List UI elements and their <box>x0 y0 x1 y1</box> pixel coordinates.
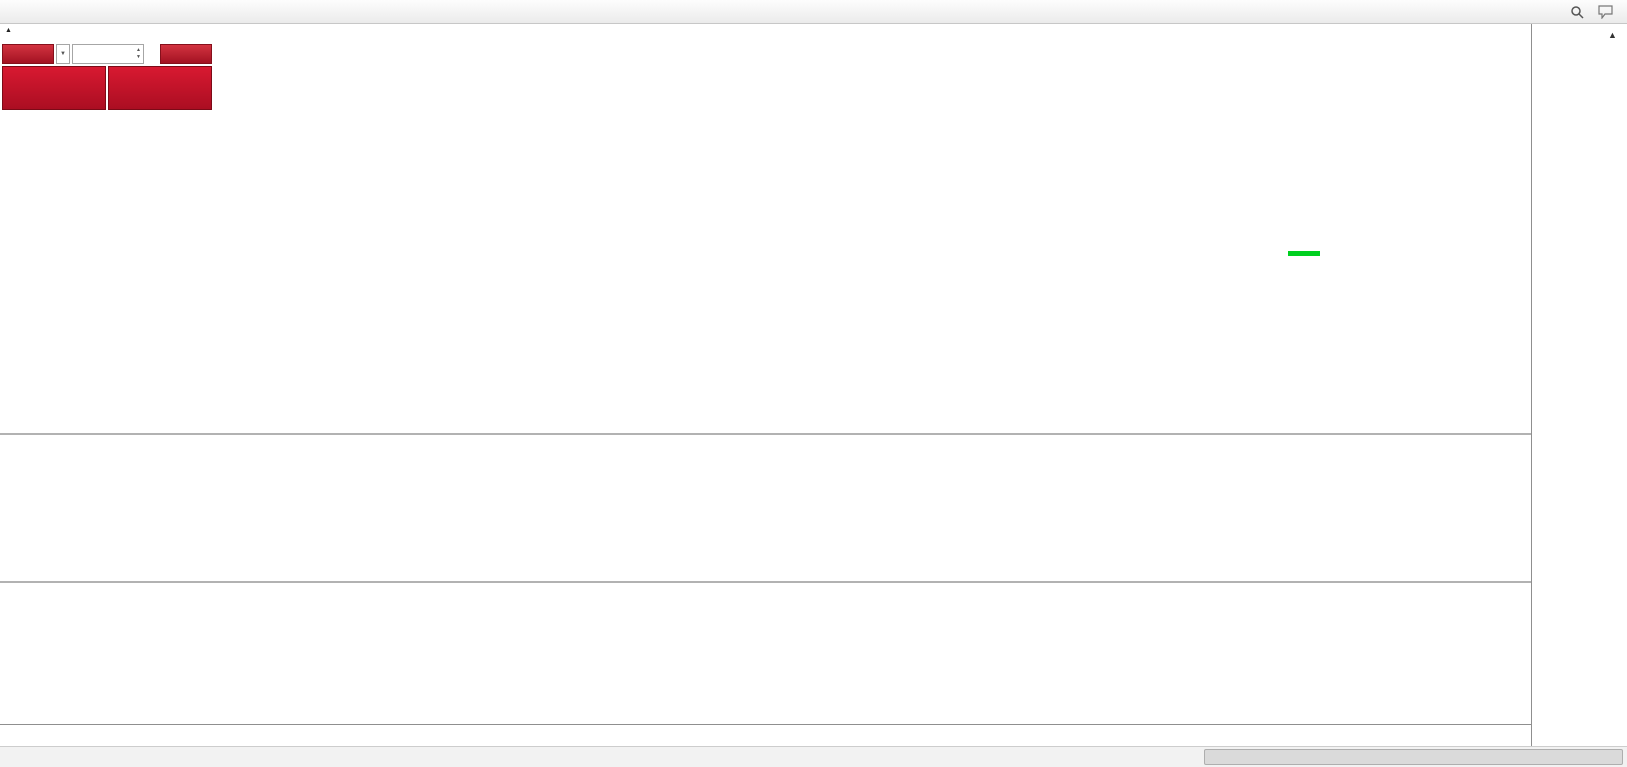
scrollbar-thumb[interactable] <box>1204 749 1623 765</box>
chevron-down-icon: ▼ <box>60 51 66 57</box>
rsi-panel[interactable] <box>0 597 1531 724</box>
horizontal-scrollbar[interactable] <box>0 746 1627 767</box>
time-axis[interactable] <box>0 726 1531 744</box>
sell-button[interactable] <box>2 44 54 64</box>
buy-price-button[interactable] <box>108 66 212 110</box>
up-arrow-marker-icon: ▲ <box>1608 30 1617 40</box>
panel-separator[interactable] <box>0 433 1627 435</box>
toolbar-right <box>1567 3 1623 21</box>
one-click-trading-panel: ▼ ▲ ▼ <box>2 44 212 110</box>
green-pivot-segment <box>1288 251 1320 256</box>
buy-button[interactable] <box>160 44 212 64</box>
search-icon[interactable] <box>1567 3 1587 21</box>
symbol-arrow-icon: ▲ <box>5 27 12 34</box>
up-arrow-icon: ▲ <box>136 47 141 53</box>
chat-icon[interactable] <box>1595 3 1615 21</box>
volume-stepper[interactable]: ▲ ▼ <box>136 47 141 61</box>
volume-dropdown-button[interactable]: ▼ <box>56 44 70 64</box>
toolbar <box>0 0 1627 24</box>
down-arrow-icon: ▼ <box>136 54 141 60</box>
chart-area: ▲ ▼ ▲ ▼ <box>0 24 1627 746</box>
volume-input[interactable]: ▲ ▼ <box>72 44 144 64</box>
panel-separator[interactable] <box>0 581 1627 583</box>
price-axis[interactable]: ▲ <box>1531 24 1627 746</box>
quote-line: ▲ <box>5 27 47 34</box>
sell-price-button[interactable] <box>2 66 106 110</box>
macd-panel[interactable] <box>0 450 1531 577</box>
time-axis-separator <box>0 724 1627 725</box>
main-price-chart[interactable] <box>0 24 1531 434</box>
